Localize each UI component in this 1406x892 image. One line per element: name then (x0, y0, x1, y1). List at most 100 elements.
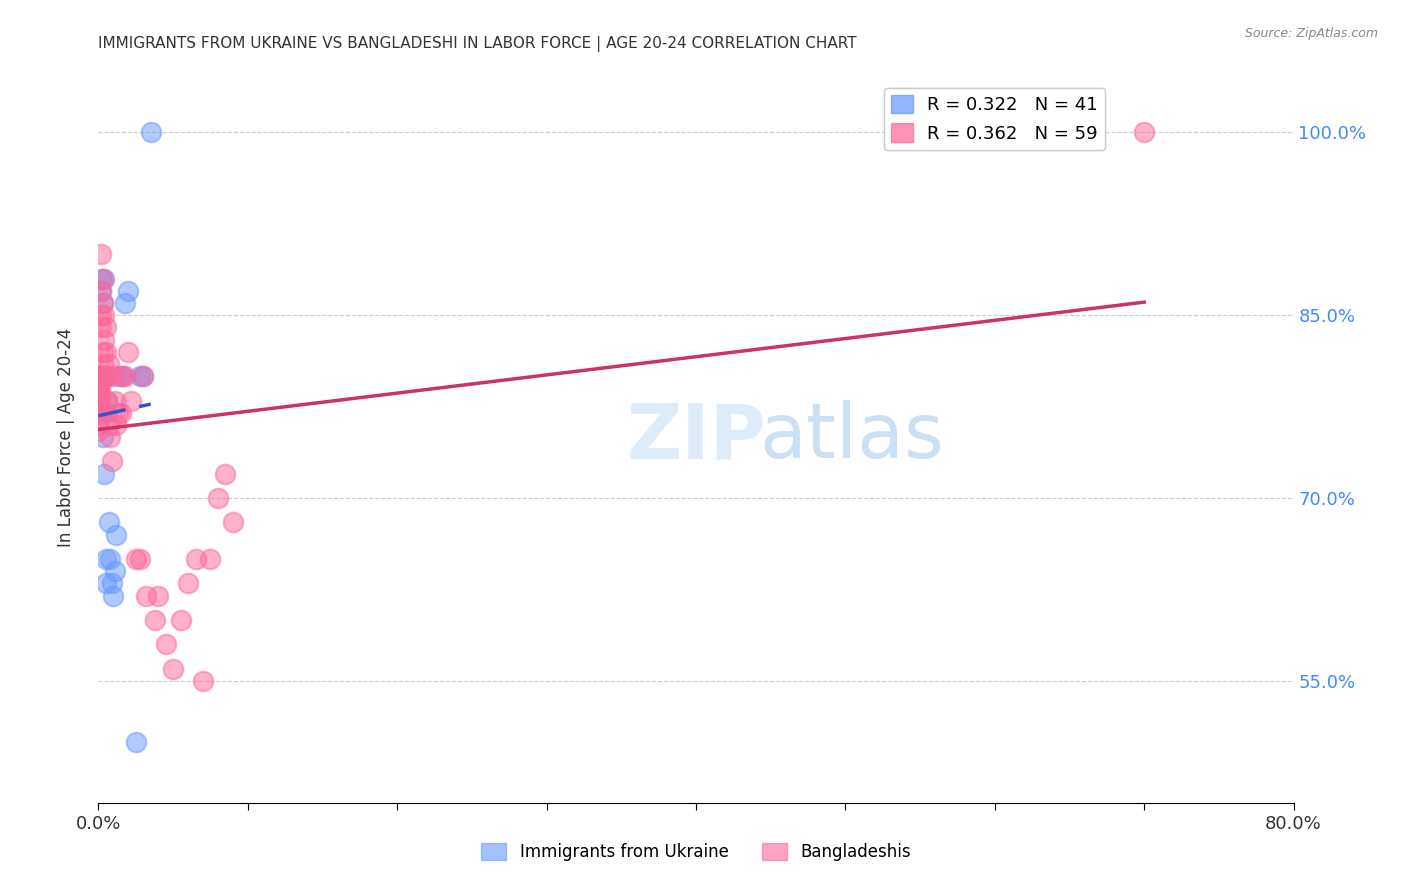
Point (87, 369, 110, 384)
Point (87, 406, 110, 420)
Point (125, 552, 148, 566)
Point (89, 406, 111, 420)
Text: IMMIGRANTS FROM UKRAINE VS BANGLADESHI IN LABOR FORCE | AGE 20-24 CORRELATION CH: IMMIGRANTS FROM UKRAINE VS BANGLADESHI I… (98, 36, 858, 52)
Point (89, 376, 111, 390)
Point (90, 271, 112, 285)
Point (89, 406, 111, 420)
Point (91, 296, 114, 310)
Point (100, 552, 122, 566)
Point (103, 589, 125, 603)
Point (207, 491, 229, 505)
Point (91, 296, 114, 310)
Legend: R = 0.322   N = 41, R = 0.362   N = 59: R = 0.322 N = 41, R = 0.362 N = 59 (884, 87, 1105, 150)
Point (111, 369, 134, 384)
Point (110, 406, 132, 420)
Point (87, 424, 110, 438)
Point (89, 376, 111, 390)
Point (108, 369, 131, 384)
Point (91, 406, 114, 420)
Point (96, 369, 118, 384)
Point (139, 125, 162, 139)
Point (1133, 125, 1156, 139)
Point (105, 527, 128, 541)
Point (87, 400, 110, 414)
Point (87, 393, 110, 408)
Point (89, 369, 111, 384)
Point (96, 369, 118, 384)
Point (143, 613, 166, 627)
Point (111, 369, 134, 384)
Point (214, 467, 236, 481)
Point (222, 516, 245, 530)
Point (148, 589, 170, 603)
Point (87, 381, 110, 395)
Point (90, 369, 112, 384)
Point (132, 369, 155, 384)
Point (96, 393, 118, 408)
Point (93, 271, 115, 285)
Point (89, 369, 111, 384)
Point (93, 308, 115, 322)
Point (117, 284, 139, 298)
Point (114, 369, 136, 384)
Point (91, 430, 114, 444)
Point (100, 430, 122, 444)
Point (87, 381, 110, 395)
Text: atlas: atlas (759, 401, 943, 474)
Point (101, 454, 124, 468)
Point (91, 271, 114, 285)
Point (89, 387, 111, 401)
Point (90, 284, 112, 298)
Point (89, 393, 111, 408)
Point (87, 376, 110, 390)
Point (107, 406, 129, 420)
Point (129, 369, 152, 384)
Point (90, 369, 112, 384)
Point (200, 552, 222, 566)
Point (101, 576, 124, 591)
Point (94, 552, 117, 566)
Point (89, 369, 111, 384)
Point (104, 564, 127, 578)
Point (105, 417, 128, 432)
Point (87, 400, 110, 414)
Point (89, 381, 111, 395)
Point (90, 247, 112, 261)
Point (90, 320, 112, 334)
Point (87, 400, 110, 414)
Point (87, 387, 110, 401)
Point (90, 284, 112, 298)
Point (169, 613, 191, 627)
Point (87, 369, 110, 384)
Point (184, 552, 207, 566)
Point (93, 333, 115, 347)
Point (191, 673, 214, 688)
Point (117, 344, 139, 359)
Point (87, 369, 110, 384)
Point (155, 637, 177, 651)
Y-axis label: In Labor Force | Age 20-24: In Labor Force | Age 20-24 (56, 327, 75, 547)
Point (135, 589, 157, 603)
Point (94, 369, 117, 384)
Point (93, 369, 115, 384)
Point (94, 406, 117, 420)
Point (94, 320, 117, 334)
Text: ZIP: ZIP (626, 401, 766, 474)
Point (89, 369, 111, 384)
Point (97, 417, 120, 432)
Point (125, 735, 148, 749)
Text: Source: ZipAtlas.com: Source: ZipAtlas.com (1244, 27, 1378, 40)
Point (129, 552, 152, 566)
Point (103, 369, 125, 384)
Point (93, 467, 115, 481)
Point (94, 576, 117, 591)
Point (91, 357, 114, 371)
Point (87, 417, 110, 432)
Point (87, 393, 110, 408)
Point (114, 296, 136, 310)
Point (132, 369, 155, 384)
Point (91, 344, 114, 359)
Point (97, 516, 120, 530)
Point (90, 308, 112, 322)
Point (96, 393, 118, 408)
